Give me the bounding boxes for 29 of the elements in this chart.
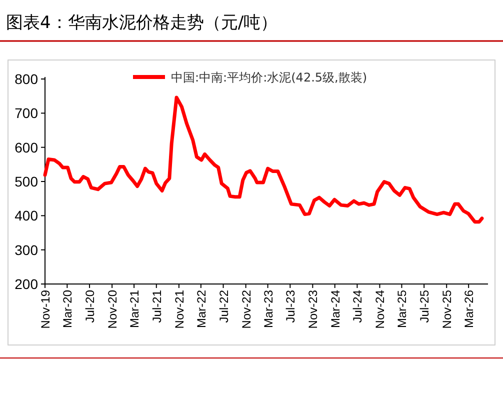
x-tick-label: Mar-26: [462, 290, 476, 328]
y-tick-label: 500: [14, 174, 38, 190]
x-tick-label: Mar-20: [60, 290, 75, 328]
x-tick-label: Jul-24: [350, 290, 365, 323]
x-tick-label: Nov-20: [106, 290, 120, 329]
x-tick-label: Mar-21: [128, 290, 142, 328]
x-tick-label: Nov-24: [373, 290, 388, 329]
x-tick-label: Nov-22: [239, 290, 254, 329]
y-tick-label: 600: [14, 139, 38, 156]
y-tick-label: 300: [14, 242, 38, 258]
x-tick-label: Mar-22: [194, 290, 208, 328]
y-tick-label: 700: [14, 105, 38, 122]
x-tick-label: Jul-22: [216, 290, 231, 323]
x-tick-label: Jul-25: [418, 290, 432, 323]
x-tick-label: Nov-23: [306, 290, 320, 329]
y-tick-label: 200: [14, 276, 38, 292]
x-tick-label: Mar-24: [328, 290, 342, 328]
x-tick-label: Jul-20: [83, 290, 98, 323]
x-tick-label: Mar-23: [261, 290, 276, 328]
legend-label: 中国:中南:平均价:水泥(42.5级,散装): [171, 70, 368, 84]
x-tick-label: Jul-21: [150, 290, 164, 323]
y-tick-label: 800: [14, 71, 38, 87]
chart-title: 图表4：华南水泥价格走势（元/吨）: [6, 13, 278, 33]
x-tick-label: Mar-25: [395, 290, 410, 328]
x-tick-label: Nov-25: [440, 290, 454, 329]
x-tick-label: Nov-21: [172, 290, 186, 329]
y-tick-label: 400: [14, 208, 38, 224]
x-tick-label: Nov-19: [38, 290, 52, 329]
x-tick-label: Jul-23: [284, 290, 298, 323]
